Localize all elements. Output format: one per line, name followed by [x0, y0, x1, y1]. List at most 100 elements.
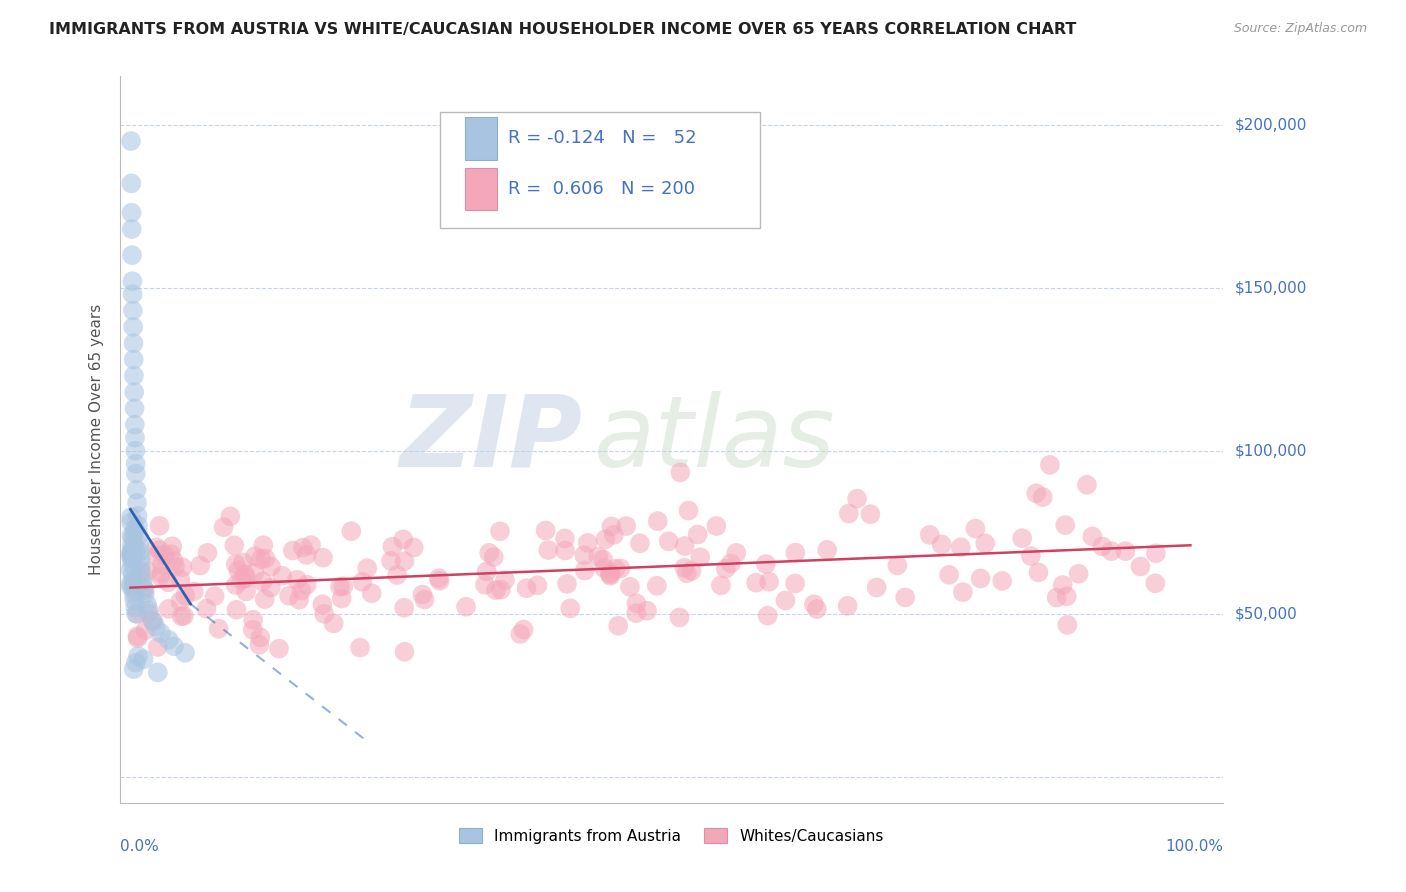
- Point: [125, 483, 148, 497]
- Point: [120, 544, 142, 558]
- Point: [299, 538, 322, 552]
- Point: [619, 580, 641, 594]
- Point: [938, 567, 960, 582]
- Point: [124, 431, 146, 445]
- Point: [174, 589, 197, 603]
- Point: [600, 519, 623, 533]
- Point: [534, 524, 557, 538]
- Point: [219, 509, 242, 524]
- Y-axis label: Householder Income Over 65 years: Householder Income Over 65 years: [89, 303, 104, 575]
- Point: [474, 578, 496, 592]
- Point: [127, 649, 149, 664]
- Point: [145, 620, 167, 634]
- Point: [124, 417, 146, 432]
- Point: [1046, 591, 1069, 605]
- Point: [163, 640, 186, 654]
- Point: [413, 592, 436, 607]
- Point: [160, 547, 183, 561]
- Point: [122, 662, 145, 676]
- Point: [188, 558, 211, 573]
- Point: [138, 603, 160, 617]
- Point: [886, 558, 908, 573]
- Point: [537, 543, 560, 558]
- Point: [758, 574, 780, 589]
- Point: [235, 571, 257, 585]
- Point: [243, 566, 266, 580]
- Point: [454, 599, 477, 614]
- Point: [242, 623, 264, 637]
- Point: [411, 587, 433, 601]
- Point: [132, 652, 155, 666]
- Point: [673, 561, 696, 575]
- Text: 0.0%: 0.0%: [120, 839, 159, 855]
- Point: [607, 618, 630, 632]
- Point: [668, 610, 690, 624]
- Point: [628, 536, 651, 550]
- Point: [1099, 544, 1122, 558]
- Point: [252, 574, 274, 589]
- Point: [356, 561, 378, 575]
- Point: [669, 466, 692, 480]
- Point: [322, 616, 344, 631]
- Text: Source: ZipAtlas.com: Source: ZipAtlas.com: [1233, 22, 1367, 36]
- Point: [121, 531, 143, 545]
- Point: [249, 630, 271, 644]
- Point: [380, 554, 402, 568]
- Point: [295, 578, 318, 592]
- Point: [603, 528, 626, 542]
- Point: [232, 555, 254, 569]
- Point: [148, 543, 170, 558]
- Point: [127, 508, 149, 523]
- Text: $50,000: $50,000: [1234, 607, 1298, 621]
- Point: [1032, 490, 1054, 504]
- Point: [120, 549, 142, 564]
- Point: [969, 572, 991, 586]
- Point: [120, 576, 142, 591]
- Point: [172, 560, 194, 574]
- Point: [837, 599, 859, 613]
- Point: [846, 491, 869, 506]
- Point: [1039, 458, 1062, 472]
- Point: [626, 596, 648, 610]
- Text: IMMIGRANTS FROM AUSTRIA VS WHITE/CAUCASIAN HOUSEHOLDER INCOME OVER 65 YEARS CORR: IMMIGRANTS FROM AUSTRIA VS WHITE/CAUCASI…: [49, 22, 1077, 37]
- Point: [595, 532, 617, 546]
- Point: [134, 587, 156, 601]
- Point: [124, 600, 146, 615]
- Point: [1076, 477, 1098, 491]
- Point: [918, 528, 941, 542]
- Point: [121, 303, 143, 318]
- Point: [588, 549, 610, 564]
- Point: [1019, 549, 1042, 563]
- Point: [124, 401, 146, 416]
- Point: [122, 319, 145, 334]
- Point: [614, 519, 637, 533]
- Text: $150,000: $150,000: [1234, 280, 1306, 295]
- Point: [149, 569, 172, 583]
- Point: [1091, 540, 1114, 554]
- Point: [645, 579, 668, 593]
- Point: [128, 538, 150, 552]
- Point: [554, 532, 576, 546]
- Point: [125, 467, 148, 481]
- Point: [153, 548, 176, 562]
- Point: [489, 582, 512, 597]
- Point: [1144, 576, 1167, 591]
- Point: [148, 519, 170, 533]
- Point: [991, 574, 1014, 588]
- Point: [142, 615, 165, 629]
- FancyBboxPatch shape: [465, 117, 496, 160]
- Point: [387, 568, 409, 582]
- Point: [141, 613, 163, 627]
- Text: $100,000: $100,000: [1234, 443, 1306, 458]
- Point: [122, 581, 145, 595]
- Point: [678, 503, 700, 517]
- Point: [260, 559, 283, 574]
- Point: [122, 574, 145, 588]
- Point: [526, 578, 548, 592]
- Point: [235, 584, 257, 599]
- Point: [931, 537, 953, 551]
- Point: [725, 546, 748, 560]
- Point: [866, 581, 889, 595]
- Point: [949, 540, 972, 554]
- Point: [340, 524, 363, 539]
